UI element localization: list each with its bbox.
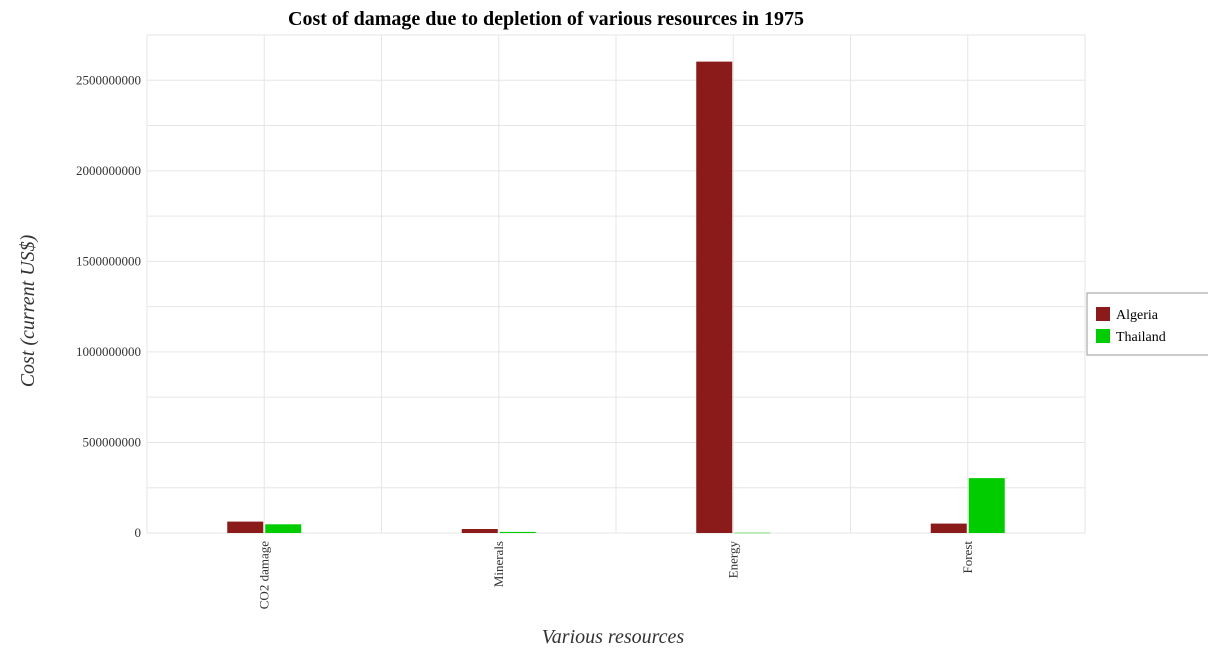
legend: Algeria Thailand (1086, 292, 1208, 356)
bar-algeria (696, 61, 733, 534)
bar-thailand (734, 532, 771, 534)
y-tick-label: 1500000000 (76, 253, 141, 268)
bar-algeria (930, 523, 967, 533)
plot-area: 0 500000000 1000000000 1500000000 2000000000… (76, 34, 1086, 609)
x-axis-label: Various resources (542, 626, 685, 648)
bar-algeria (461, 529, 498, 533)
y-tick-label: 0 (135, 525, 142, 540)
legend-swatch (1096, 329, 1110, 343)
legend-label: Algeria (1116, 308, 1159, 323)
chart-title: Cost of damage due to depletion of vario… (288, 8, 804, 30)
bar-algeria (227, 521, 264, 533)
bar-thailand (265, 524, 302, 533)
bar-thailand (968, 478, 1005, 533)
y-tick-label: 1000000000 (76, 344, 141, 359)
y-axis-label: Cost (current US$) (17, 234, 39, 387)
x-tick-label: Energy (725, 541, 740, 579)
legend-label: Thailand (1116, 330, 1166, 345)
x-tick-label: Minerals (491, 541, 506, 587)
x-tick-label: CO2 damage (256, 541, 271, 609)
bar-thailand (499, 531, 536, 533)
legend-swatch (1096, 307, 1110, 321)
y-tick-label: 2500000000 (76, 72, 141, 87)
y-tick-label: 2000000000 (76, 163, 141, 178)
y-tick-label: 500000000 (83, 434, 142, 449)
legend-box (1086, 292, 1208, 356)
x-tick-label: Forest (960, 541, 975, 574)
